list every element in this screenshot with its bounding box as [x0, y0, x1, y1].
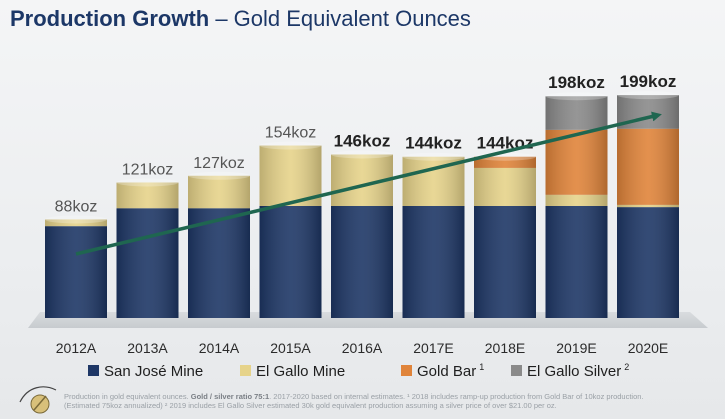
bar-label-2016A: 146koz [334, 131, 391, 150]
bar-label-2014A: 127koz [193, 155, 245, 172]
bar-cap-2017E [402, 152, 465, 161]
legend: San José Mine El Gallo Mine Gold Bar 1 El Ga… [88, 362, 629, 380]
x-tick-labels: 2012A 2013A 2014A 2015A 2016A 2017E 2018E 2019E… [56, 340, 668, 356]
title-bold: Production Growth [10, 6, 210, 31]
legend-swatch-gold-bar [401, 365, 412, 376]
legend-label-el-gallo-mine: El Gallo Mine [256, 363, 345, 380]
bar-shade-2013A [116, 182, 179, 318]
page-title: Production Growth – Gold Equivalent Ounc… [10, 6, 471, 32]
x-tick-2020E: 2020E [628, 340, 668, 356]
footnote-line1-prefix: Production in gold equivalent ounces. [64, 392, 191, 401]
bar-shade-2020E [617, 95, 679, 319]
bar-label-2020E: 199koz [620, 72, 677, 91]
legend-label-gold-bar: Gold Bar 1 [417, 362, 484, 380]
x-tick-2016A: 2016A [342, 340, 383, 356]
x-tick-2013A: 2013A [127, 340, 168, 356]
bar-label-2015A: 154koz [265, 125, 317, 142]
legend-swatch-san-jose-mine [88, 365, 99, 376]
bar-shade-2018E [474, 156, 536, 318]
bar-label-2017E: 144koz [405, 134, 462, 153]
x-tick-2018E: 2018E [485, 340, 525, 356]
bars-group [45, 91, 679, 319]
legend-swatch-el-gallo-silver [511, 365, 522, 376]
bar-cap-2019E [545, 92, 608, 101]
company-logo [19, 386, 57, 414]
x-tick-2012A: 2012A [56, 340, 97, 356]
trend-arrow [75, 111, 662, 256]
x-tick-2015A: 2015A [270, 340, 311, 356]
bar-cap-2014A [188, 171, 250, 180]
footnote-line1-rest: . 2017-2020 based on internal estimates.… [269, 392, 644, 401]
legend-label-el-gallo-silver: El Gallo Silver 2 [527, 362, 629, 380]
legend-swatch-el-gallo-mine [240, 365, 251, 376]
bar-shade-2015A [259, 145, 322, 318]
title-rest: – Gold Equivalent Ounces [209, 6, 471, 31]
x-tick-2014A: 2014A [199, 340, 240, 356]
bar-shade-2017E [402, 156, 465, 318]
bar-cap-2012A [45, 215, 107, 224]
footnote: Production in gold equivalent ounces. Go… [64, 392, 720, 410]
bar-cap-2016A [331, 150, 393, 159]
bar-label-2013A: 121koz [122, 161, 174, 178]
bar-shade-2014A [188, 175, 250, 318]
bar-cap-2020E [617, 91, 679, 100]
bar-label-2012A: 88koz [55, 198, 98, 215]
bar-cap-2013A [116, 178, 179, 187]
legend-label-san-jose-mine: San José Mine [104, 363, 203, 380]
x-tick-2019E: 2019E [556, 340, 596, 356]
footnote-line2: (Estimated 75koz annualized) ² 2019 incl… [64, 401, 557, 410]
footnote-ratio: Gold / silver ratio 75:1 [190, 392, 270, 401]
bar-label-2019E: 198koz [548, 73, 605, 92]
x-tick-2017E: 2017E [413, 340, 453, 356]
bar-shade-2012A [45, 219, 107, 318]
bar-cap-2015A [259, 141, 322, 150]
